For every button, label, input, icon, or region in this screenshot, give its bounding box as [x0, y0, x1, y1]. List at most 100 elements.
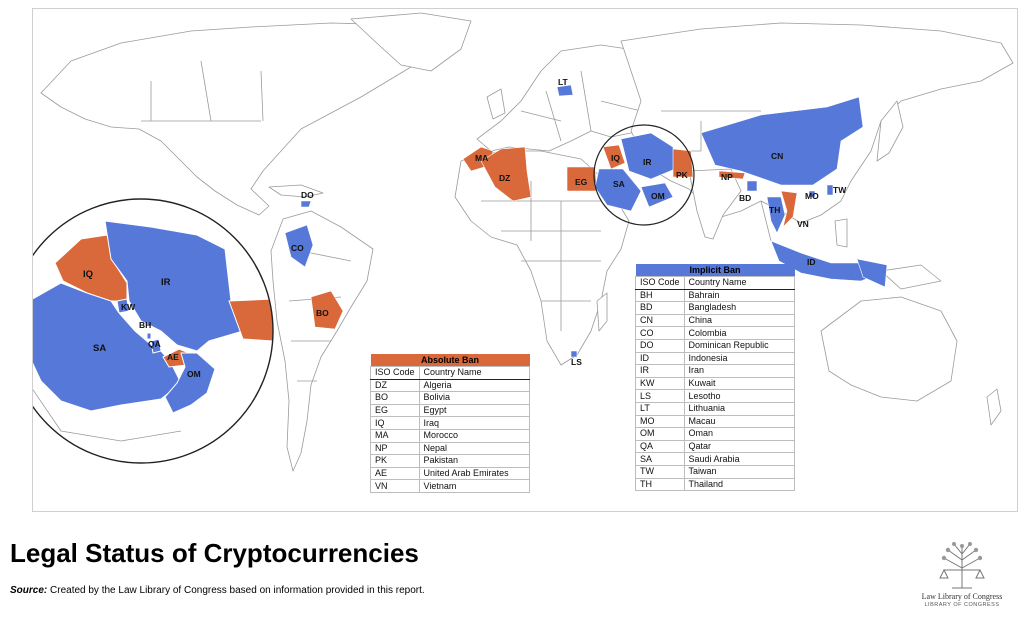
implicit-ban-country-name: Iran	[683, 364, 796, 378]
source-text: Created by the Law Library of Congress b…	[47, 585, 425, 596]
absolute-col-code: ISO Code	[370, 366, 420, 380]
implicit-ban-iso-code: CN	[635, 313, 685, 328]
implicit-ban-row: SA Saudi Arabia	[635, 452, 796, 466]
absolute-col-name: Country Name	[418, 366, 531, 380]
philippines	[834, 218, 848, 248]
implicit-ban-iso-code: QA	[635, 439, 685, 454]
label-NP: NP	[721, 172, 733, 182]
canada-divisions	[141, 60, 264, 122]
europe-divisions	[520, 70, 642, 142]
implicit-ban-row: QA Qatar	[635, 439, 796, 454]
inset-IQ	[54, 234, 128, 302]
inset-label-BH: BH	[139, 320, 151, 330]
absolute-ban-legend: Absolute Ban ISO Code Country Name DZ Alg…	[370, 354, 531, 493]
inset-KW	[116, 298, 130, 314]
absolute-ban-iso-code: IQ	[370, 416, 420, 430]
implicit-ban-country-name: Taiwan	[683, 464, 796, 479]
implicit-ban-country-name: Macau	[683, 414, 796, 429]
inset-OM	[164, 352, 216, 414]
implicit-ban-iso-code: TH	[635, 477, 685, 492]
implicit-ban-country-name: China	[683, 313, 796, 328]
implicit-ban-iso-code: BH	[635, 288, 685, 303]
absolute-ban-country-name: Egypt	[418, 403, 531, 418]
absolute-ban-country-name: Pakistan	[418, 454, 531, 468]
implicit-ban-iso-code: LT	[635, 401, 685, 416]
absolute-ban-title: Absolute Ban	[370, 354, 530, 367]
absolute-ban-row: PK Pakistan	[370, 454, 531, 468]
country-DO	[300, 200, 312, 208]
law-library-logo: Law Library of Congress LIBRARY OF CONGR…	[912, 540, 1012, 616]
label-TW: TW	[833, 185, 847, 195]
country-TW	[826, 184, 834, 196]
implicit-ban-row: TW Taiwan	[635, 464, 796, 479]
label-EG: EG	[575, 177, 588, 187]
country-CN	[700, 96, 864, 186]
label-CO: CO	[291, 243, 304, 253]
country-TH	[766, 196, 786, 234]
implicit-ban-iso-code: CO	[635, 326, 685, 340]
label-MO: MO	[805, 191, 819, 201]
label-IQ: IQ	[611, 153, 620, 163]
absolute-ban-row: NP Nepal	[370, 441, 531, 456]
country-BO	[310, 290, 344, 330]
implicit-ban-row: BH Bahrain	[635, 288, 796, 303]
implicit-ban-row: IR Iran	[635, 364, 796, 378]
country-IQ	[602, 144, 626, 170]
inset-label-OM: OM	[187, 369, 201, 379]
implicit-ban-iso-code: MO	[635, 414, 685, 429]
inset-QA	[150, 338, 162, 354]
implicit-ban-row: OM Oman	[635, 427, 796, 441]
country-BD	[746, 180, 758, 192]
implicit-ban-row: LT Lithuania	[635, 401, 796, 416]
implicit-ban-row: ID Indonesia	[635, 351, 796, 366]
absolute-ban-iso-code: NP	[370, 441, 420, 456]
inset-coast-lines	[33, 380, 182, 442]
implicit-ban-row: DO Dominican Republic	[635, 338, 796, 353]
implicit-ban-iso-code: DO	[635, 338, 685, 353]
implicit-ban-title: Implicit Ban	[635, 264, 795, 277]
implicit-ban-row: MO Macau	[635, 414, 796, 429]
africa-landmass	[454, 150, 630, 366]
implicit-ban-country-name: Bahrain	[683, 288, 796, 303]
country-LT	[556, 84, 574, 97]
country-LS	[570, 350, 578, 358]
label-PK: PK	[676, 170, 689, 180]
absolute-ban-country-name: Morocco	[418, 428, 531, 443]
absolute-ban-country-name: United Arab Emirates	[418, 466, 531, 481]
inset-label-QA: QA	[148, 339, 161, 349]
zoom-circle-large	[33, 198, 274, 464]
implicit-ban-country-name: Indonesia	[683, 351, 796, 366]
label-VN: VN	[797, 219, 809, 229]
absolute-ban-country-name: Vietnam	[418, 479, 531, 493]
absolute-ban-row: AE United Arab Emirates	[370, 466, 531, 481]
source-label: Source:	[10, 585, 48, 596]
absolute-ban-iso-code: DZ	[370, 378, 420, 393]
australia-landmass	[820, 296, 958, 402]
absolute-ban-country-name: Nepal	[418, 441, 531, 456]
country-CO	[284, 224, 314, 268]
inset-label-AE: AE	[167, 352, 179, 362]
absolute-ban-iso-code: AE	[370, 466, 420, 481]
implicit-ban-country-name: Saudi Arabia	[683, 452, 796, 466]
uk	[486, 88, 506, 120]
implicit-ban-row: TH Thailand	[635, 477, 796, 492]
implicit-ban-row: CO Colombia	[635, 326, 796, 340]
label-LT: LT	[558, 77, 569, 87]
implicit-ban-country-name: Dominican Republic	[683, 338, 796, 353]
north-america-landmass	[40, 22, 432, 216]
implicit-ban-country-name: Qatar	[683, 439, 796, 454]
new-guinea	[880, 264, 942, 290]
inset-label-IR: IR	[161, 277, 171, 288]
asia-divisions	[641, 110, 772, 242]
country-VN	[780, 190, 798, 228]
implicit-col-code: ISO Code	[635, 276, 685, 290]
absolute-ban-row: IQ Iraq	[370, 416, 531, 430]
absolute-ban-country-name: Algeria	[418, 378, 531, 393]
zoom-circle-small	[593, 124, 695, 226]
label-MA: MA	[475, 153, 488, 163]
inset-BH	[146, 332, 152, 340]
absolute-ban-iso-code: MA	[370, 428, 420, 443]
label-CN: CN	[771, 151, 783, 161]
source-note: Source: Created by the Law Library of Co…	[10, 585, 425, 596]
country-DZ	[480, 146, 532, 202]
